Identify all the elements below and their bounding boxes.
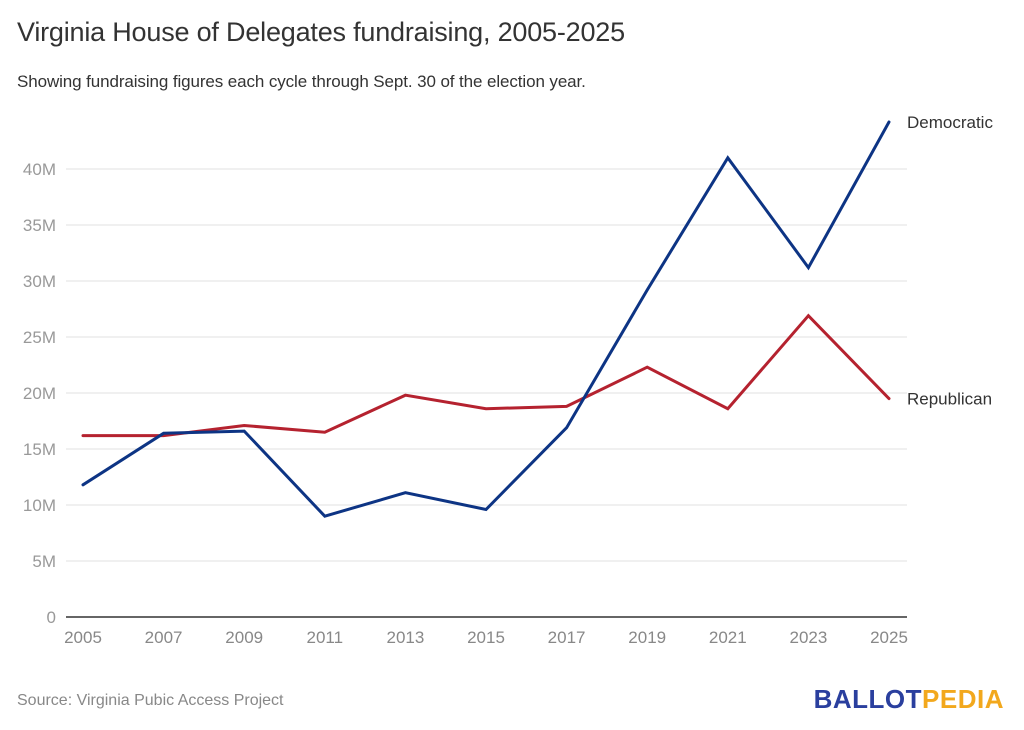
source-note: Source: Virginia Pubic Access Project <box>17 692 284 709</box>
x-tick-label: 2013 <box>386 628 424 647</box>
y-tick-label: 25M <box>23 328 56 347</box>
y-tick-label: 30M <box>23 272 56 291</box>
x-tick-label: 2015 <box>467 628 505 647</box>
x-tick-label: 2009 <box>225 628 263 647</box>
logo-ballot: BALLOT <box>813 684 923 714</box>
x-tick-label: 2019 <box>628 628 666 647</box>
gridlines <box>66 168 907 562</box>
series-lines <box>81 120 891 518</box>
series-labels: Republican Democratic <box>907 113 993 409</box>
chart-subtitle: Showing fundraising figures each cycle t… <box>17 72 586 91</box>
series-line-republican <box>81 313 891 438</box>
ballotpedia-logo: BALLOTPEDIA <box>814 684 1004 715</box>
x-tick-label: 2023 <box>789 628 827 647</box>
x-tick-label: 2011 <box>307 628 344 647</box>
y-tick-label: 40M <box>23 160 56 179</box>
x-tick-label: 2005 <box>64 628 102 647</box>
y-tick-label: 5M <box>32 552 56 571</box>
y-axis-ticks: 0 5M 10M 15M 20M 25M 30M 35M 40M <box>23 160 56 627</box>
x-tick-label: 2017 <box>548 628 586 647</box>
x-axis-ticks: 2005 2007 2009 2011 2013 2015 2017 2019 2021 2023… <box>64 628 908 647</box>
x-tick-label: 2007 <box>145 628 183 647</box>
series-label-republican: Republican <box>907 390 992 409</box>
y-tick-label: 15M <box>23 440 56 459</box>
y-tick-label: 0 <box>47 608 56 627</box>
chart-title: Virginia House of Delegates fundraising,… <box>17 17 625 47</box>
y-tick-label: 10M <box>23 496 56 515</box>
y-tick-label: 20M <box>23 384 56 403</box>
y-tick-label: 35M <box>23 216 56 235</box>
series-line-democratic <box>81 120 891 518</box>
series-label-democratic: Democratic <box>907 113 993 132</box>
x-tick-label: 2025 <box>870 628 908 647</box>
logo-pedia: PEDIA <box>922 684 1004 714</box>
x-tick-label: 2021 <box>709 628 747 647</box>
